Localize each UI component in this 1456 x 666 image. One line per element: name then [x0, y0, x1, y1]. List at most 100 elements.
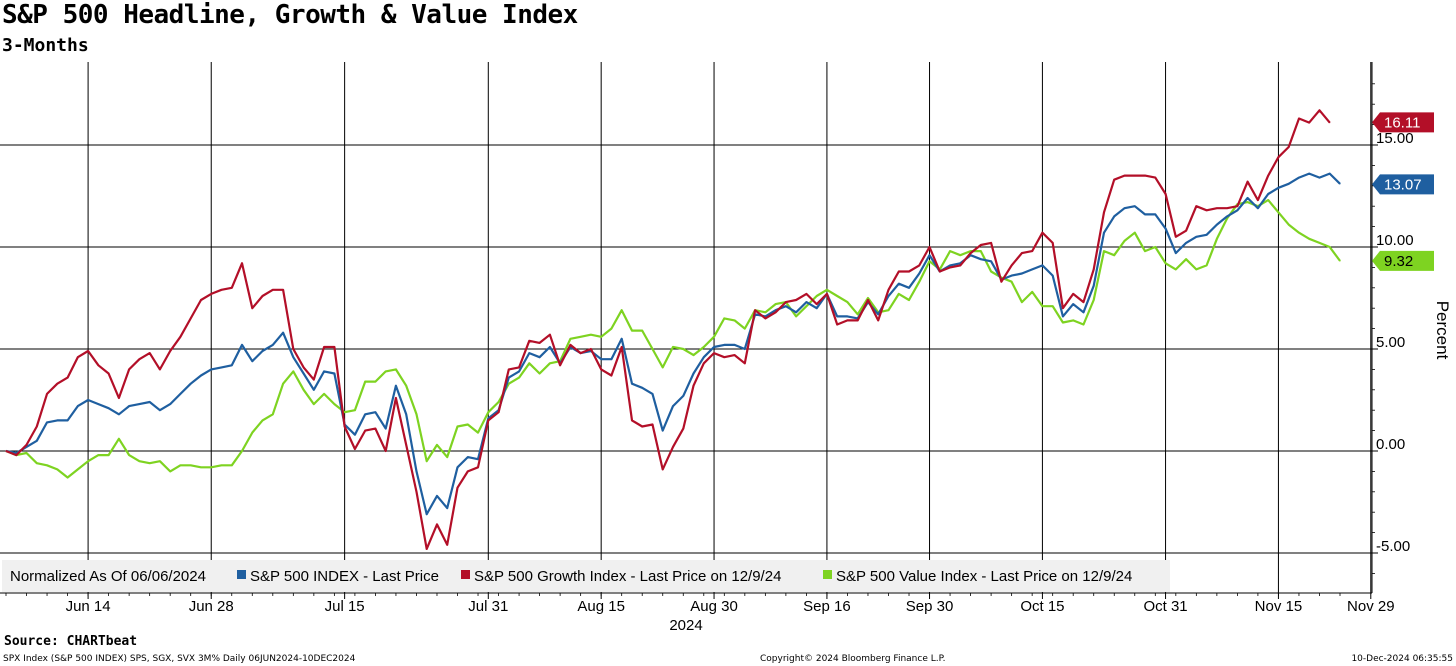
data-point: [333, 346, 335, 348]
data-point: [631, 419, 633, 421]
data-point: [1236, 209, 1238, 211]
data-point: [857, 313, 859, 315]
data-point: [446, 507, 448, 509]
data-point: [672, 446, 674, 448]
data-point: [67, 377, 69, 379]
data-point: [1277, 187, 1279, 189]
data-point: [908, 270, 910, 273]
series-line: [5, 199, 1341, 479]
data-point: [600, 336, 602, 338]
data-point: [1134, 232, 1136, 234]
data-point: [1113, 215, 1115, 217]
data-point: [980, 244, 982, 246]
data-point: [580, 336, 582, 338]
data-point: [374, 428, 376, 430]
chart-title: S&P 500 Headline, Growth & Value Index: [2, 0, 578, 30]
data-point: [36, 440, 38, 442]
data-point: [928, 246, 931, 248]
data-point: [744, 362, 746, 364]
data-point: [169, 350, 171, 352]
data-point: [744, 328, 746, 330]
data-point: [292, 348, 294, 350]
data-point: [333, 372, 335, 375]
data-point: [1298, 232, 1300, 234]
legend-background: [2, 560, 1170, 592]
data-point: [826, 293, 828, 295]
legend-swatch: [461, 570, 470, 579]
data-point: [1318, 242, 1321, 244]
data-point: [949, 264, 951, 266]
last-value-label: 13.07: [1384, 176, 1422, 193]
data-point: [405, 444, 407, 446]
x-tick-label: Sep 16: [803, 598, 851, 615]
data-point: [928, 260, 931, 262]
data-point: [1165, 228, 1167, 230]
data-point: [1062, 307, 1064, 309]
data-point: [621, 309, 623, 311]
data-point: [1216, 238, 1218, 240]
data-point: [734, 319, 736, 321]
data-point: [1247, 201, 1249, 203]
data-point: [313, 403, 315, 405]
data-point: [498, 411, 500, 413]
data-point: [1175, 268, 1177, 270]
data-point: [980, 250, 982, 252]
series-s-p-500-index-last-price: [5, 172, 1341, 516]
data-point: [641, 330, 643, 332]
data-point: [385, 450, 387, 452]
data-point: [200, 374, 202, 377]
data-point: [662, 430, 664, 432]
data-point: [908, 299, 910, 301]
data-point: [1216, 224, 1218, 226]
data-point: [46, 393, 48, 395]
data-point: [477, 432, 479, 434]
data-point: [179, 336, 181, 338]
data-point: [1185, 242, 1187, 244]
data-point: [651, 348, 654, 350]
data-point: [220, 464, 223, 466]
data-point: [241, 262, 243, 264]
data-point: [149, 401, 151, 403]
data-point: [1226, 207, 1228, 209]
data-point: [231, 287, 233, 289]
data-point: [415, 491, 418, 493]
footer-timestamp: 10-Dec-2024 06:35:55: [1351, 654, 1453, 664]
data-point: [713, 336, 715, 338]
data-point: [754, 309, 756, 311]
data-point: [210, 368, 212, 370]
data-point: [1236, 205, 1238, 207]
data-point: [682, 395, 684, 397]
data-point: [1134, 205, 1136, 207]
data-point: [1195, 268, 1197, 270]
series-s-p-500-value-index-last-price-on-12-9-24: [5, 199, 1341, 479]
data-point: [179, 464, 181, 466]
data-point: [672, 405, 674, 407]
data-point: [46, 464, 48, 466]
data-point: [959, 254, 961, 256]
data-point: [898, 283, 900, 285]
data-point: [108, 407, 110, 409]
data-point: [374, 411, 376, 413]
data-point: [785, 301, 787, 303]
data-point: [303, 372, 305, 375]
data-point: [1041, 305, 1043, 307]
data-point: [477, 466, 479, 468]
data-point: [1206, 209, 1208, 211]
data-point: [1288, 183, 1290, 185]
data-point: [621, 338, 623, 340]
data-point: [1144, 250, 1146, 252]
data-point: [549, 346, 551, 348]
data-point: [292, 370, 294, 372]
data-point: [713, 352, 715, 354]
last-value-label: 9.32: [1384, 253, 1413, 270]
data-point: [282, 383, 284, 385]
series-line: [5, 172, 1341, 516]
data-point: [651, 423, 654, 426]
data-point: [744, 348, 746, 350]
x-axis-label: 2024: [669, 617, 702, 634]
data-point: [251, 360, 253, 362]
data-point: [816, 303, 818, 305]
data-point: [1288, 146, 1290, 148]
data-point: [1113, 179, 1115, 181]
data-point: [118, 397, 120, 399]
